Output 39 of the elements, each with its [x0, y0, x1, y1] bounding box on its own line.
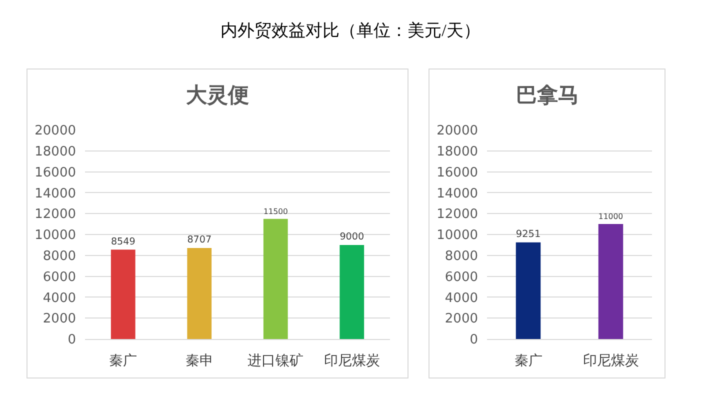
y-tick-label: 10000: [436, 228, 478, 244]
x-tick-label: 进口镍矿: [248, 352, 304, 369]
chart-title: 大灵便: [186, 83, 249, 107]
x-tick-label: 秦广: [109, 352, 138, 369]
text: 内外贸效益对比（单位：美元/天）: [220, 20, 480, 40]
y-tick-label: 4000: [42, 290, 76, 306]
y-tick-label: 10000: [34, 228, 76, 244]
x-tick-label: 印尼煤炭: [582, 352, 639, 369]
y-tick-label: 8000: [42, 248, 76, 264]
y-tick-label: 16000: [34, 165, 76, 180]
data-label: 9251: [516, 228, 541, 240]
y-tick-label: 16000: [436, 165, 478, 180]
bar: [263, 218, 288, 339]
bar: [110, 250, 136, 339]
y-tick-label: 14000: [436, 186, 478, 202]
bar: [340, 244, 364, 339]
data-label: 8707: [187, 234, 212, 246]
x-tick-label: 秦广: [514, 352, 542, 369]
bar: [187, 248, 212, 339]
y-tick-label: 18000: [34, 144, 76, 160]
y-tick-label: 18000: [436, 144, 478, 160]
y-tick-label: 6000: [444, 270, 478, 285]
chart-title: 巴拿马: [516, 83, 579, 107]
y-tick-label: 8000: [444, 248, 478, 264]
data-label: 8549: [110, 236, 136, 248]
y-tick-label: 20000: [436, 124, 478, 139]
y-tick-label: 2000: [444, 312, 478, 327]
y-tick-label: 0: [68, 332, 76, 348]
y-tick-label: 14000: [34, 186, 76, 202]
data-label: 9000: [340, 232, 364, 243]
y-tick-label: 12000: [436, 207, 478, 222]
x-tick-label: 印尼煤炭: [324, 352, 380, 369]
y-tick-label: 0: [470, 332, 478, 348]
x-tick-label: 秦申: [185, 352, 214, 369]
y-tick-label: 6000: [42, 270, 76, 285]
y-tick-label: 2000: [42, 312, 76, 327]
y-tick-label: 12000: [34, 207, 76, 222]
y-tick-label: 20000: [34, 124, 76, 139]
y-tick-label: 4000: [444, 290, 478, 306]
